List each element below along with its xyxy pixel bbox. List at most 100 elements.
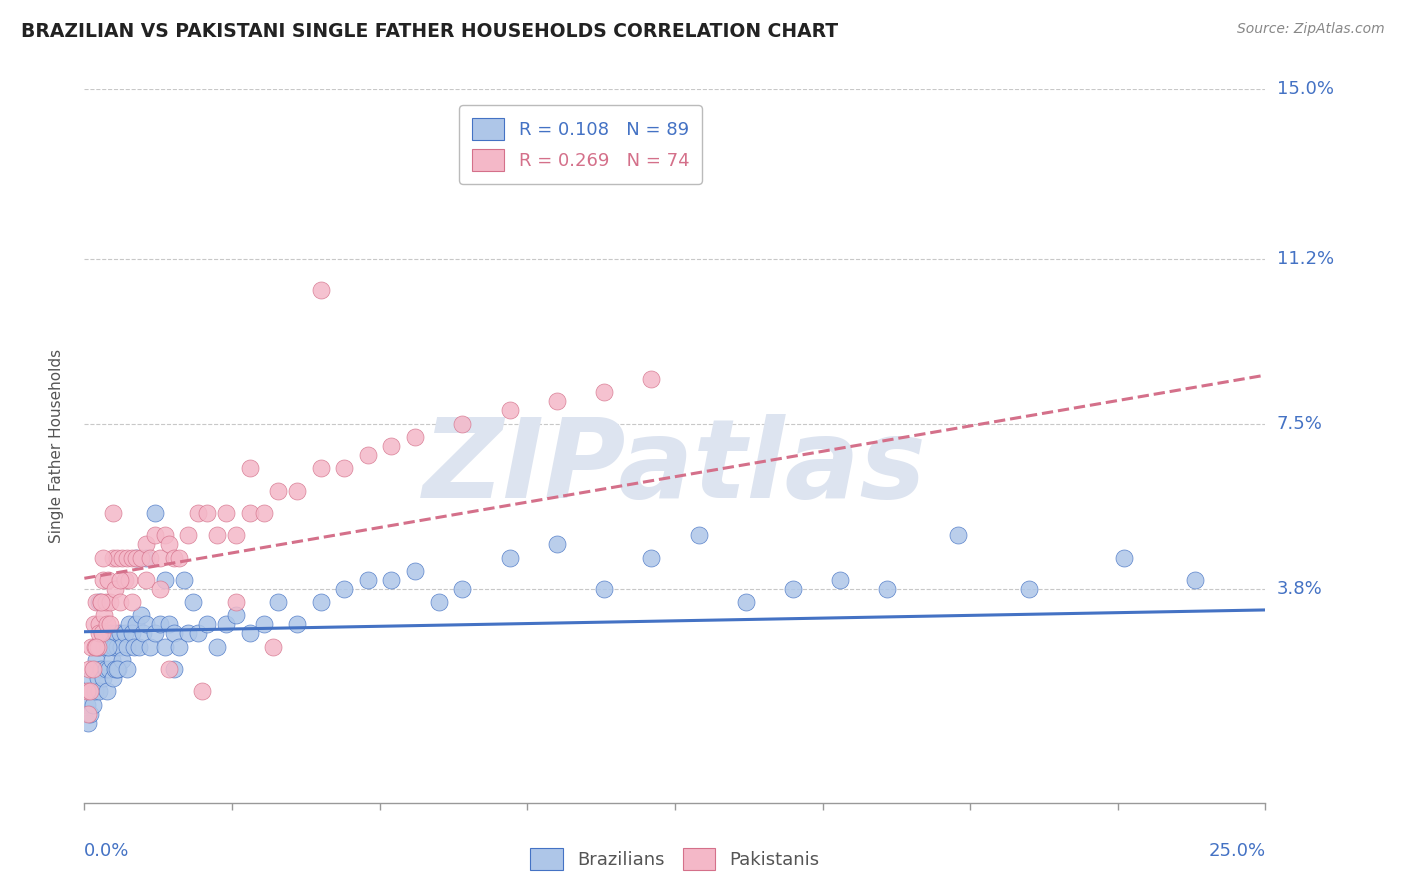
Point <box>90 595 112 609</box>
Point <box>101 671 124 685</box>
Point <box>97 640 120 654</box>
Point <box>80 671 103 685</box>
Point <box>77 715 100 730</box>
Point <box>157 662 180 676</box>
Point <box>309 283 332 297</box>
Point <box>225 608 247 623</box>
Point <box>285 617 308 632</box>
Point <box>97 573 120 587</box>
Point <box>86 671 108 685</box>
Point <box>77 706 100 721</box>
Point <box>98 617 121 632</box>
Point <box>782 582 804 596</box>
Point <box>309 461 332 475</box>
Point <box>139 640 162 654</box>
Point <box>135 550 157 565</box>
Point <box>115 640 138 654</box>
Point <box>173 573 195 587</box>
Point <box>121 595 143 609</box>
Point <box>498 403 520 417</box>
Point <box>125 550 148 565</box>
Point <box>734 595 756 609</box>
Point <box>80 640 103 654</box>
Point <box>84 640 107 654</box>
Point <box>333 461 356 475</box>
Point <box>205 640 228 654</box>
Point <box>1018 582 1040 596</box>
Point <box>380 439 402 453</box>
Point <box>163 662 186 676</box>
Point <box>153 640 176 654</box>
Point <box>122 640 145 654</box>
Point <box>93 640 115 654</box>
Point <box>114 573 136 587</box>
Point <box>205 528 228 542</box>
Point <box>98 595 121 609</box>
Point <box>239 461 262 475</box>
Text: 3.8%: 3.8% <box>1277 580 1322 598</box>
Point <box>177 626 200 640</box>
Point <box>97 662 120 676</box>
Point <box>153 573 176 587</box>
Point <box>593 582 616 596</box>
Point <box>149 582 172 596</box>
Point <box>86 640 108 654</box>
Point <box>129 608 152 623</box>
Point <box>76 684 98 698</box>
Point <box>285 483 308 498</box>
Point <box>107 662 129 676</box>
Point <box>253 617 276 632</box>
Point <box>149 617 172 632</box>
Point <box>143 506 166 520</box>
Point <box>451 582 474 596</box>
Point <box>546 537 568 551</box>
Point <box>107 640 129 654</box>
Point <box>77 662 100 676</box>
Point <box>90 595 112 609</box>
Text: 11.2%: 11.2% <box>1277 250 1334 268</box>
Point <box>498 550 520 565</box>
Point <box>167 640 190 654</box>
Point <box>262 640 284 654</box>
Text: 25.0%: 25.0% <box>1208 842 1265 860</box>
Point <box>96 684 118 698</box>
Point <box>108 573 131 587</box>
Point <box>830 573 852 587</box>
Point <box>135 573 157 587</box>
Point <box>83 662 105 676</box>
Point <box>76 698 98 712</box>
Point <box>100 653 122 667</box>
Point <box>93 608 115 623</box>
Point <box>125 550 148 565</box>
Point <box>135 617 157 632</box>
Point <box>876 582 898 596</box>
Point <box>110 640 132 654</box>
Point <box>163 626 186 640</box>
Point <box>101 506 124 520</box>
Point <box>163 550 186 565</box>
Point <box>115 662 138 676</box>
Point <box>96 617 118 632</box>
Point <box>89 684 111 698</box>
Point <box>177 528 200 542</box>
Point <box>215 506 238 520</box>
Point <box>187 626 209 640</box>
Point <box>380 573 402 587</box>
Point <box>1184 573 1206 587</box>
Point <box>239 626 262 640</box>
Point <box>94 595 117 609</box>
Point <box>593 385 616 400</box>
Point <box>688 528 710 542</box>
Point <box>79 684 101 698</box>
Point <box>195 506 218 520</box>
Point <box>333 582 356 596</box>
Point <box>167 550 190 565</box>
Legend: Brazilians, Pakistanis: Brazilians, Pakistanis <box>522 839 828 880</box>
Point <box>139 550 162 565</box>
Point <box>404 430 426 444</box>
Point <box>94 662 117 676</box>
Point <box>267 483 290 498</box>
Point <box>191 684 214 698</box>
Point <box>101 550 124 565</box>
Point <box>111 653 134 667</box>
